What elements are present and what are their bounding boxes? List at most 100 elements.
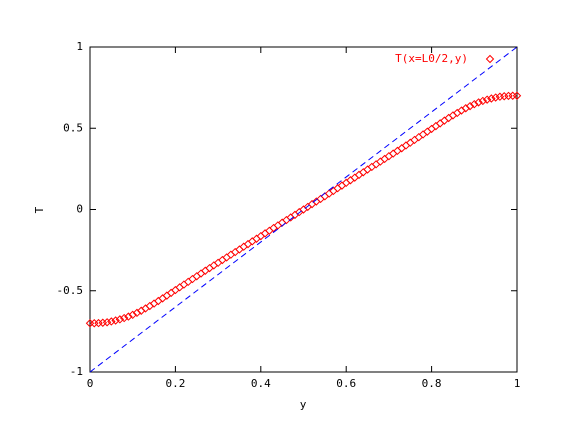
- data-point: [154, 296, 163, 306]
- data-point: [124, 312, 133, 321]
- y-tick-label: 0: [76, 203, 83, 216]
- data-point: [414, 132, 423, 142]
- data-point: [393, 146, 402, 156]
- data-point: [444, 113, 453, 123]
- data-point: [303, 202, 312, 212]
- data-point: [320, 192, 330, 201]
- data-point: [248, 237, 257, 246]
- data-point: [474, 98, 483, 107]
- data-point: [359, 168, 368, 177]
- data-point: [470, 99, 479, 109]
- data-point: [111, 316, 120, 325]
- data-point: [128, 310, 137, 320]
- data-point: [179, 280, 189, 289]
- data-point: [273, 221, 283, 230]
- y-axis-label: T: [33, 206, 46, 213]
- data-point: [158, 294, 167, 303]
- data-point: [277, 218, 287, 227]
- x-tick-label: 0.2: [165, 377, 185, 390]
- dashed-line: [89, 46, 518, 373]
- data-point: [401, 141, 411, 150]
- data-point: [418, 130, 428, 139]
- data-point: [495, 92, 505, 101]
- data-point: [435, 119, 445, 128]
- data-point: [184, 277, 193, 287]
- data-point: [406, 138, 415, 147]
- y-tick-label: 1: [76, 40, 83, 53]
- data-point: [431, 121, 441, 131]
- data-point: [380, 154, 389, 164]
- x-tick-label: 0.4: [251, 377, 271, 390]
- data-point: [209, 261, 219, 270]
- data-point: [201, 266, 210, 275]
- data-point: [371, 160, 381, 169]
- legend-marker: [485, 54, 495, 64]
- data-point: [94, 318, 103, 328]
- data-point: [423, 127, 432, 136]
- data-point: [410, 135, 419, 145]
- data-point: [316, 194, 325, 204]
- data-point: [98, 318, 108, 327]
- data-point: [363, 165, 372, 174]
- data-point: [166, 288, 176, 298]
- data-point: [295, 207, 304, 217]
- data-point: [188, 274, 197, 284]
- data-point: [354, 170, 364, 180]
- data-point: [440, 116, 449, 125]
- data-point: [162, 291, 172, 300]
- x-tick-label: 0.8: [422, 377, 442, 390]
- data-point: [376, 157, 385, 166]
- data-point: [453, 108, 462, 118]
- y-tick-label: -1: [70, 365, 83, 378]
- data-point: [256, 231, 266, 241]
- data-point: [230, 247, 240, 257]
- data-point: [324, 189, 334, 198]
- data-point: [192, 272, 201, 281]
- data-point: [384, 151, 394, 161]
- data-point: [175, 283, 184, 292]
- data-point: [196, 269, 206, 278]
- data-point: [107, 317, 116, 326]
- data-point: [115, 315, 125, 324]
- y-tick-label: -0.5: [57, 284, 84, 297]
- legend-label: T(x=L0/2,y): [395, 52, 468, 65]
- x-axis-label: y: [300, 398, 307, 411]
- data-point: [491, 93, 500, 102]
- data-point: [205, 263, 214, 273]
- data-point: [260, 229, 270, 238]
- data-point: [367, 162, 377, 172]
- data-point: [218, 255, 227, 265]
- x-tick-label: 0.6: [336, 377, 356, 390]
- data-point: [119, 313, 129, 323]
- x-tick-label: 1: [514, 377, 521, 390]
- data-point: [265, 226, 274, 235]
- data-point: [337, 181, 347, 190]
- data-point: [350, 173, 359, 182]
- data-point: [239, 242, 248, 251]
- data-point: [222, 253, 231, 262]
- data-point: [243, 239, 253, 249]
- data-point: [388, 149, 398, 158]
- data-point: [333, 184, 342, 193]
- data-point: [346, 176, 355, 185]
- data-point: [427, 124, 436, 134]
- data-point: [482, 95, 492, 104]
- data-point: [487, 94, 496, 103]
- y-tick-label: 0.5: [63, 121, 83, 134]
- data-point: [341, 178, 351, 188]
- data-point: [478, 96, 488, 106]
- data-point: [252, 234, 261, 243]
- data-point: [235, 245, 244, 254]
- data-point: [512, 91, 522, 100]
- data-point: [226, 250, 236, 259]
- data-point: [213, 258, 223, 268]
- data-point: [145, 301, 154, 311]
- data-point: [171, 285, 180, 295]
- data-point: [102, 318, 112, 327]
- data-point: [499, 92, 509, 101]
- data-point: [465, 101, 475, 111]
- data-point: [397, 144, 406, 153]
- x-tick-label: 0: [87, 377, 94, 390]
- data-point: [448, 111, 458, 120]
